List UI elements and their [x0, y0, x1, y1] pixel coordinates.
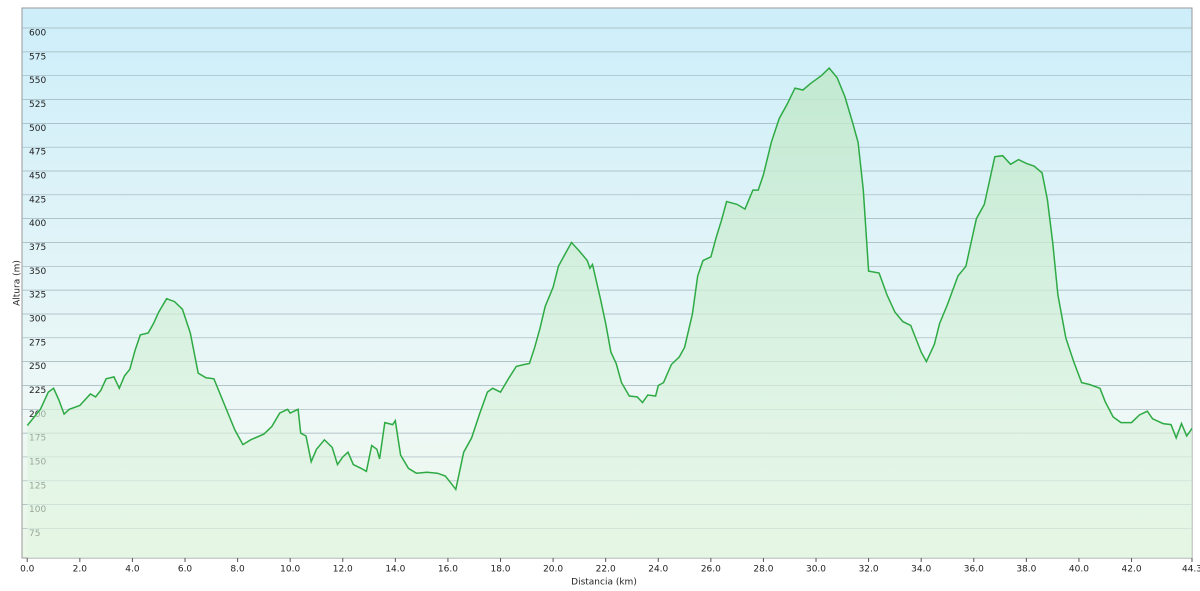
- x-tick-label: 8.0: [230, 565, 245, 575]
- x-tick-label: 24.0: [648, 565, 668, 575]
- x-tick-label: 10.0: [280, 565, 300, 575]
- y-tick-label: 325: [29, 291, 46, 301]
- x-tick-label: 20.0: [543, 565, 563, 575]
- y-tick-label: 425: [29, 195, 46, 205]
- x-tick-label: 12.0: [333, 565, 353, 575]
- y-axis-label: Altura (m): [13, 260, 23, 306]
- x-tick-label: 16.0: [438, 565, 458, 575]
- y-tick-label: 275: [29, 338, 46, 348]
- y-tick-label: 525: [29, 100, 46, 110]
- x-tick-label: 42.0: [1122, 565, 1142, 575]
- x-tick-label: 30.0: [806, 565, 826, 575]
- x-axis-label: Distancia (km): [571, 578, 637, 588]
- y-tick-label: 350: [29, 267, 46, 277]
- x-tick-label: 6.0: [178, 565, 193, 575]
- y-tick-label: 550: [29, 76, 46, 86]
- x-tick-label: 0.0: [20, 565, 35, 575]
- area-fill: [27, 68, 1193, 558]
- x-tick-label: 40.0: [1069, 565, 1089, 575]
- x-tick-label: 4.0: [125, 565, 140, 575]
- x-tick-label: 28.0: [753, 565, 773, 575]
- x-tick-label: 32.0: [859, 565, 879, 575]
- y-tick-label: 225: [29, 386, 46, 396]
- y-tick-label: 450: [29, 171, 46, 181]
- y-tick-label: 375: [29, 243, 46, 253]
- x-tick-label: 14.0: [385, 565, 405, 575]
- y-tick-label: 575: [29, 52, 46, 62]
- y-tick-label: 600: [29, 29, 46, 39]
- y-tick-label: 300: [29, 314, 46, 324]
- y-tick-label: 400: [29, 219, 46, 229]
- x-tick-label: 44.3: [1182, 565, 1200, 575]
- y-tick-label: 500: [29, 124, 46, 134]
- x-tick-label: 26.0: [701, 565, 721, 575]
- x-tick-label: 38.0: [1016, 565, 1036, 575]
- x-tick-label: 22.0: [596, 565, 616, 575]
- x-tick-label: 36.0: [964, 565, 984, 575]
- x-tick-label: 18.0: [490, 565, 510, 575]
- x-tick-label: 2.0: [73, 565, 88, 575]
- elevation-line: [26, 67, 1193, 492]
- x-tick-label: 34.0: [911, 565, 931, 575]
- y-tick-label: 250: [29, 362, 46, 372]
- y-tick-label: 475: [29, 148, 46, 158]
